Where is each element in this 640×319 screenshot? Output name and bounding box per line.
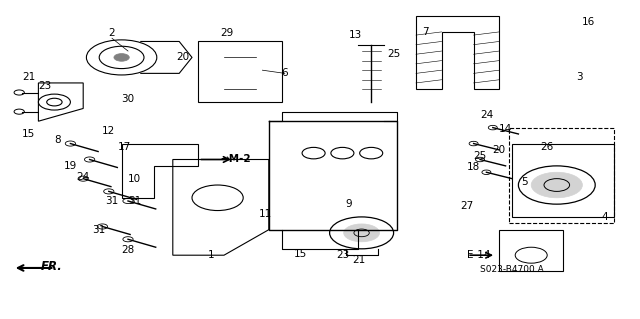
- Text: 25: 25: [474, 151, 486, 161]
- Text: 14: 14: [499, 124, 512, 134]
- Text: 21: 21: [22, 71, 35, 82]
- Text: 25: 25: [387, 49, 400, 59]
- Text: 10: 10: [128, 174, 141, 184]
- Bar: [509, 128, 614, 223]
- Text: 15: 15: [294, 249, 307, 259]
- Text: 6: 6: [282, 68, 288, 78]
- Text: 7: 7: [422, 27, 429, 37]
- Text: 12: 12: [102, 126, 115, 136]
- Text: 30: 30: [122, 94, 134, 104]
- Text: 31: 31: [93, 225, 106, 235]
- Circle shape: [114, 54, 129, 61]
- Text: 23: 23: [336, 250, 349, 260]
- Text: 1: 1: [208, 250, 214, 260]
- Text: 17: 17: [118, 142, 131, 152]
- Text: 18: 18: [467, 162, 480, 173]
- Text: 11: 11: [259, 209, 272, 219]
- Text: 13: 13: [349, 30, 362, 40]
- Text: 8: 8: [54, 135, 61, 145]
- Text: 24: 24: [480, 110, 493, 120]
- Text: 15: 15: [22, 129, 35, 139]
- Text: 20: 20: [176, 52, 189, 63]
- Text: 20: 20: [493, 145, 506, 155]
- Text: E-14: E-14: [467, 250, 491, 260]
- Text: 9: 9: [346, 199, 352, 209]
- Text: 27: 27: [461, 201, 474, 211]
- Text: 19: 19: [64, 161, 77, 171]
- Text: 21: 21: [352, 255, 365, 265]
- Text: 4: 4: [602, 212, 608, 222]
- Text: 3: 3: [576, 71, 582, 82]
- Text: S023-B4700 A: S023-B4700 A: [480, 265, 544, 274]
- Text: 16: 16: [582, 17, 595, 27]
- Text: 5: 5: [522, 177, 528, 187]
- Text: 24: 24: [77, 172, 90, 182]
- Text: 31: 31: [106, 196, 118, 206]
- Text: 31: 31: [128, 196, 141, 206]
- Text: FR.: FR.: [40, 260, 62, 273]
- Circle shape: [344, 224, 380, 242]
- Text: 26: 26: [541, 142, 554, 152]
- Text: →M-2: →M-2: [221, 154, 252, 165]
- Text: 28: 28: [122, 245, 134, 256]
- Text: 23: 23: [38, 81, 51, 91]
- Circle shape: [531, 172, 582, 198]
- Text: 29: 29: [221, 28, 234, 39]
- Text: 2: 2: [109, 28, 115, 39]
